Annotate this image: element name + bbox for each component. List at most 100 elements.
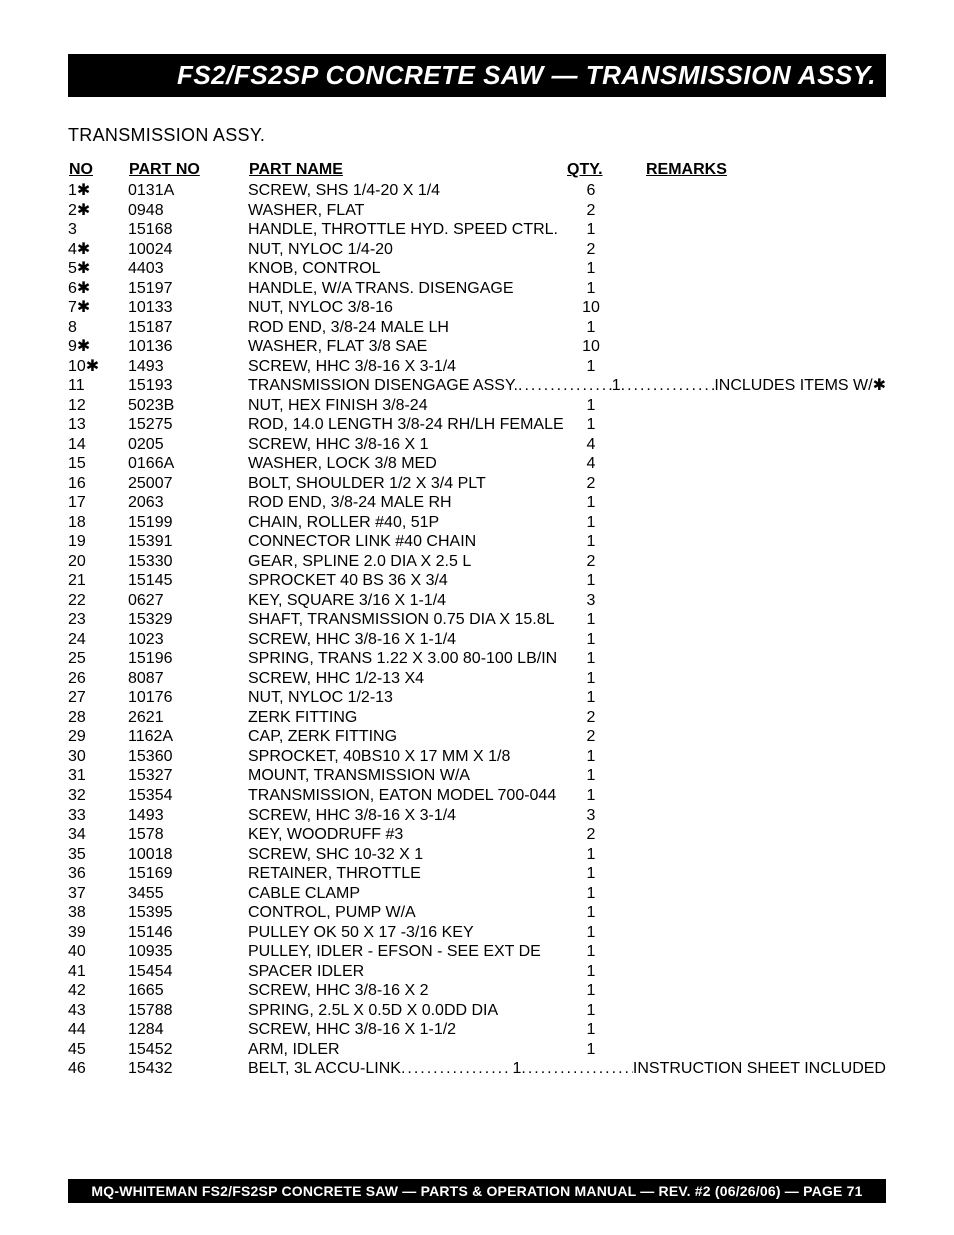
cell-no: 45 — [68, 1040, 128, 1060]
page-title: FS2/FS2SP CONCRETE SAW — TRANSMISSION AS… — [177, 60, 876, 90]
cell-qty: 1 — [566, 688, 616, 708]
cell-qty: 2 — [566, 474, 616, 494]
cell-partno: 10018 — [128, 845, 248, 865]
cell-partno: 1284 — [128, 1020, 248, 1040]
cell-partno: 15187 — [128, 318, 248, 338]
cell-no: 37 — [68, 884, 128, 904]
cell-remarks — [616, 1020, 886, 1040]
cell-name: PULLEY, IDLER - EFSON - SEE EXT DE — [248, 942, 566, 962]
cell-no: 13 — [68, 415, 128, 435]
cell-qty: 1 — [566, 357, 616, 377]
table-row: 10✱1493SCREW, HHC 3/8-16 X 3-1/41 — [68, 357, 886, 377]
cell-name: SCREW, HHC 3/8-16 X 1 — [248, 435, 566, 455]
cell-name: TRANSMISSION, EATON MODEL 700-044 — [248, 786, 566, 806]
cell-no: 30 — [68, 747, 128, 767]
table-row: 1915391CONNECTOR LINK #40 CHAIN1 — [68, 532, 886, 552]
cell-no: 14 — [68, 435, 128, 455]
cell-remarks — [616, 884, 886, 904]
table-row: 2✱0948WASHER, FLAT2 — [68, 201, 886, 221]
cell-partno: 15146 — [128, 923, 248, 943]
table-row: 4315788SPRING, 2.5L X 0.5D X 0.0DD DIA1 — [68, 1001, 886, 1021]
cell-no: 43 — [68, 1001, 128, 1021]
cell-qty: 1 — [566, 415, 616, 435]
table-row: 2515196SPRING, TRANS 1.22 X 3.00 80-100 … — [68, 649, 886, 669]
cell-partno: 15145 — [128, 571, 248, 591]
cell-no: 36 — [68, 864, 128, 884]
cell-name: SPRING, 2.5L X 0.5D X 0.0DD DIA — [248, 1001, 566, 1021]
table-row: 3510018SCREW, SHC 10-32 X 11 — [68, 845, 886, 865]
table-header-row: NO PART NO PART NAME QTY. REMARKS — [68, 160, 886, 181]
cell-name: SPROCKET, 40BS10 X 17 MM X 1/8 — [248, 747, 566, 767]
cell-qty: 1 — [566, 942, 616, 962]
cell-partno: 4403 — [128, 259, 248, 279]
cell-no: 6✱ — [68, 279, 128, 299]
cell-remarks — [616, 864, 886, 884]
page-title-bar: FS2/FS2SP CONCRETE SAW — TRANSMISSION AS… — [68, 54, 886, 97]
cell-remarks — [616, 396, 886, 416]
cell-name: KEY, SQUARE 3/16 X 1-1/4 — [248, 591, 566, 611]
cell-name: CAP, ZERK FITTING — [248, 727, 566, 747]
parts-table-body: 1✱0131ASCREW, SHS 1/4-20 X 1/462✱0948WAS… — [68, 181, 886, 1079]
cell-no: 23 — [68, 610, 128, 630]
cell-name: SCREW, HHC 3/8-16 X 1-1/2 — [248, 1020, 566, 1040]
cell-name: NUT, HEX FINISH 3/8-24 — [248, 396, 566, 416]
cell-no: 7✱ — [68, 298, 128, 318]
table-row: 4615432BELT, 3L ACCU-LINK 1 INSTRUCTION … — [68, 1059, 886, 1079]
col-header-name: PART NAME — [248, 160, 566, 181]
cell-name: MOUNT, TRANSMISSION W/A — [248, 766, 566, 786]
cell-qty: 1 — [566, 259, 616, 279]
cell-partno: 10176 — [128, 688, 248, 708]
cell-no: 40 — [68, 942, 128, 962]
cell-partno: 15168 — [128, 220, 248, 240]
cell-partno: 5023B — [128, 396, 248, 416]
table-row: 172063ROD END, 3/8-24 MALE RH1 — [68, 493, 886, 513]
cell-partno: 1493 — [128, 806, 248, 826]
cell-remarks — [616, 552, 886, 572]
table-row: 2710176NUT, NYLOC 1/2-131 — [68, 688, 886, 708]
cell-remarks — [616, 259, 886, 279]
cell-partno: 15788 — [128, 1001, 248, 1021]
table-row: 1815199CHAIN, ROLLER #40, 51P1 — [68, 513, 886, 533]
cell-partno: 1493 — [128, 357, 248, 377]
cell-qty: 1 — [566, 845, 616, 865]
cell-qty: 1 — [566, 1040, 616, 1060]
cell-qty: 1 — [566, 962, 616, 982]
cell-remarks — [616, 1040, 886, 1060]
cell-no: 10✱ — [68, 357, 128, 377]
table-row: 3615169RETAINER, THROTTLE1 — [68, 864, 886, 884]
cell-remarks — [616, 532, 886, 552]
table-row: 4✱10024NUT, NYLOC 1/4-202 — [68, 240, 886, 260]
cell-no: 38 — [68, 903, 128, 923]
cell-remarks — [616, 279, 886, 299]
cell-qty: 1 — [566, 513, 616, 533]
col-header-partno: PART NO — [128, 160, 248, 181]
cell-no: 12 — [68, 396, 128, 416]
cell-partno: 15360 — [128, 747, 248, 767]
cell-partno: 0166A — [128, 454, 248, 474]
cell-name: KNOB, CONTROL — [248, 259, 566, 279]
cell-name: SCREW, SHC 10-32 X 1 — [248, 845, 566, 865]
table-row: 1315275ROD, 14.0 LENGTH 3/8-24 RH/LH FEM… — [68, 415, 886, 435]
cell-remarks — [616, 201, 886, 221]
cell-name: ZERK FITTING — [248, 708, 566, 728]
cell-no: 20 — [68, 552, 128, 572]
cell-remarks — [616, 591, 886, 611]
cell-name: WASHER, FLAT 3/8 SAE — [248, 337, 566, 357]
cell-partno: 15197 — [128, 279, 248, 299]
cell-name: SPRING, TRANS 1.22 X 3.00 80-100 LB/IN — [248, 649, 566, 669]
cell-qty: 10 — [566, 337, 616, 357]
cell-partno: 2063 — [128, 493, 248, 513]
cell-no: 17 — [68, 493, 128, 513]
cell-no: 1✱ — [68, 181, 128, 201]
cell-no: 34 — [68, 825, 128, 845]
table-row: 6✱15197HANDLE, W/A TRANS. DISENGAGE1 — [68, 279, 886, 299]
table-row: 125023BNUT, HEX FINISH 3/8-241 — [68, 396, 886, 416]
cell-qty: 3 — [566, 806, 616, 826]
cell-remarks — [616, 181, 886, 201]
cell-qty: 10 — [566, 298, 616, 318]
cell-no: 41 — [68, 962, 128, 982]
cell-no: 29 — [68, 727, 128, 747]
cell-qty: 1 — [566, 571, 616, 591]
cell-qty: 4 — [566, 454, 616, 474]
cell-no: 32 — [68, 786, 128, 806]
